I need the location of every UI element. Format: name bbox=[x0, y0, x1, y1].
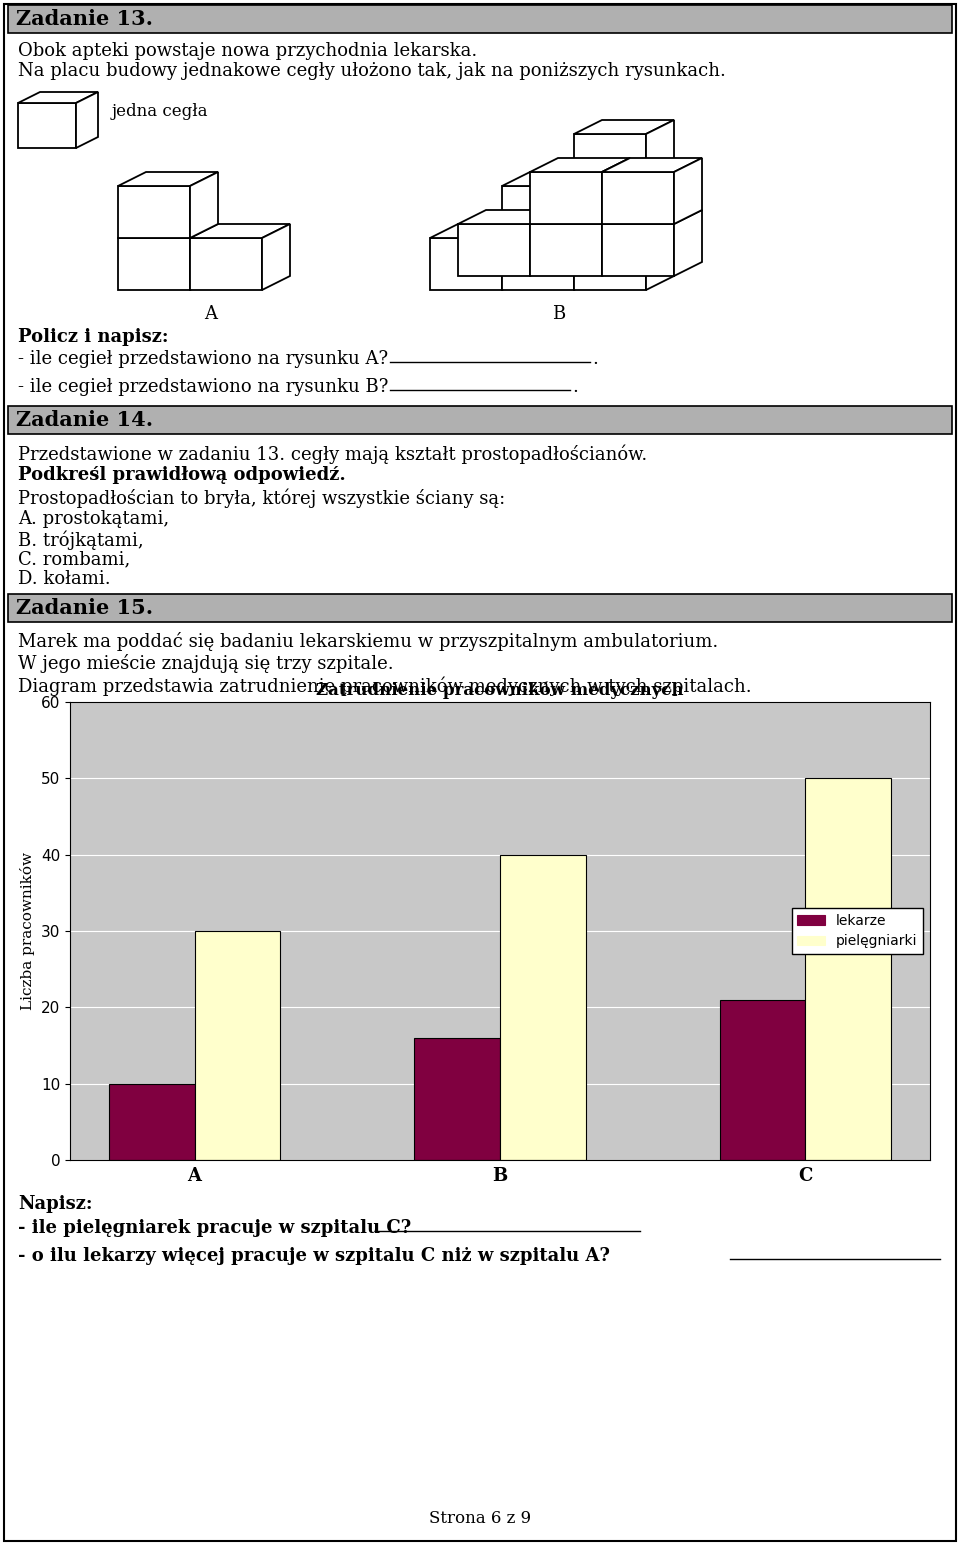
Polygon shape bbox=[574, 185, 646, 238]
Y-axis label: Liczba pracowników: Liczba pracowników bbox=[20, 851, 36, 1010]
Text: jedna cegła: jedna cegła bbox=[112, 104, 208, 121]
Polygon shape bbox=[574, 171, 602, 238]
Polygon shape bbox=[190, 224, 290, 238]
Text: Diagram przedstawia zatrudnienie pracowników medycznych w tych szpitalach.: Diagram przedstawia zatrudnienie pracown… bbox=[18, 677, 752, 695]
Polygon shape bbox=[458, 224, 530, 277]
Text: .: . bbox=[592, 351, 598, 368]
Polygon shape bbox=[18, 104, 76, 148]
Polygon shape bbox=[574, 238, 646, 290]
Text: .: . bbox=[572, 379, 578, 396]
Polygon shape bbox=[674, 210, 702, 277]
FancyBboxPatch shape bbox=[8, 593, 952, 623]
Polygon shape bbox=[602, 224, 674, 277]
Polygon shape bbox=[118, 224, 218, 238]
Polygon shape bbox=[602, 171, 674, 224]
Polygon shape bbox=[574, 171, 674, 185]
Text: B. trójkątami,: B. trójkątami, bbox=[18, 530, 144, 550]
Polygon shape bbox=[190, 171, 218, 238]
Text: Na placu budowy jednakowe cegły ułożono tak, jak na poniższych rysunkach.: Na placu budowy jednakowe cegły ułożono … bbox=[18, 62, 726, 80]
Title: Zatrudnienie pracowników medycznych: Zatrudnienie pracowników medycznych bbox=[316, 681, 684, 698]
Bar bbox=[805, 779, 891, 1160]
Polygon shape bbox=[530, 224, 602, 277]
Polygon shape bbox=[646, 121, 674, 185]
Polygon shape bbox=[502, 224, 530, 290]
Text: Strona 6 z 9: Strona 6 z 9 bbox=[429, 1509, 531, 1526]
Text: B: B bbox=[552, 304, 565, 323]
Polygon shape bbox=[190, 224, 218, 290]
Text: - ile pielęgniarek pracuje w szpitalu C?: - ile pielęgniarek pracuje w szpitalu C? bbox=[18, 1219, 418, 1238]
FancyBboxPatch shape bbox=[8, 406, 952, 434]
Polygon shape bbox=[602, 158, 702, 171]
Bar bbox=[195, 932, 280, 1160]
Polygon shape bbox=[502, 171, 602, 185]
Text: Prostopadłościan to bryła, której wszystkie ściany są:: Prostopadłościan to bryła, której wszyst… bbox=[18, 488, 505, 507]
Polygon shape bbox=[574, 224, 602, 290]
Text: Zadanie 13.: Zadanie 13. bbox=[16, 9, 153, 29]
Polygon shape bbox=[430, 224, 530, 238]
Text: C. rombami,: C. rombami, bbox=[18, 550, 131, 569]
Polygon shape bbox=[118, 171, 218, 185]
Text: Marek ma poddać się badaniu lekarskiemu w przyszpitalnym ambulatorium.: Marek ma poddać się badaniu lekarskiemu … bbox=[18, 632, 718, 650]
Polygon shape bbox=[602, 210, 702, 224]
Polygon shape bbox=[530, 210, 630, 224]
Polygon shape bbox=[502, 238, 574, 290]
Polygon shape bbox=[530, 171, 602, 224]
Polygon shape bbox=[458, 210, 558, 224]
Polygon shape bbox=[674, 158, 702, 224]
Legend: lekarze, pielęgniarki: lekarze, pielęgniarki bbox=[792, 908, 924, 953]
Polygon shape bbox=[430, 238, 502, 290]
Polygon shape bbox=[602, 158, 630, 224]
Text: A: A bbox=[204, 304, 217, 323]
Polygon shape bbox=[502, 224, 602, 238]
Polygon shape bbox=[530, 158, 630, 171]
Polygon shape bbox=[530, 210, 558, 277]
Bar bbox=[500, 854, 586, 1160]
Polygon shape bbox=[18, 93, 98, 104]
Bar bbox=[109, 1083, 195, 1160]
Text: - ile cegieł przedstawiono na rysunku B?: - ile cegieł przedstawiono na rysunku B? bbox=[18, 379, 395, 396]
Text: Podkreśl prawidłową odpowiedź.: Podkreśl prawidłową odpowiedź. bbox=[18, 467, 346, 484]
Bar bbox=[720, 1000, 805, 1160]
Polygon shape bbox=[118, 238, 190, 290]
FancyBboxPatch shape bbox=[8, 5, 952, 32]
Polygon shape bbox=[502, 185, 574, 238]
Text: Przedstawione w zadaniu 13. cegły mają kształt prostopadłościanów.: Przedstawione w zadaniu 13. cegły mają k… bbox=[18, 443, 647, 464]
Polygon shape bbox=[574, 134, 646, 185]
Text: Napisz:: Napisz: bbox=[18, 1194, 92, 1213]
Text: D. kołami.: D. kołami. bbox=[18, 570, 110, 589]
Bar bbox=[415, 1038, 500, 1160]
Polygon shape bbox=[76, 93, 98, 148]
Polygon shape bbox=[602, 210, 630, 277]
FancyBboxPatch shape bbox=[4, 5, 956, 1540]
Text: Obok apteki powstaje nowa przychodnia lekarska.: Obok apteki powstaje nowa przychodnia le… bbox=[18, 42, 477, 60]
Text: - o ilu lekarzy więcej pracuje w szpitalu C niż w szpitalu A?: - o ilu lekarzy więcej pracuje w szpital… bbox=[18, 1247, 610, 1265]
Text: W jego mieście znajdują się trzy szpitale.: W jego mieście znajdują się trzy szpital… bbox=[18, 654, 394, 674]
Polygon shape bbox=[262, 224, 290, 290]
Text: - ile cegieł przedstawiono na rysunku A?: - ile cegieł przedstawiono na rysunku A? bbox=[18, 351, 394, 368]
Polygon shape bbox=[118, 185, 190, 238]
Polygon shape bbox=[574, 224, 674, 238]
Polygon shape bbox=[646, 171, 674, 238]
Polygon shape bbox=[190, 238, 262, 290]
Text: Zadanie 15.: Zadanie 15. bbox=[16, 598, 154, 618]
Text: A. prostokątami,: A. prostokątami, bbox=[18, 510, 169, 528]
Polygon shape bbox=[574, 121, 674, 134]
Text: Zadanie 14.: Zadanie 14. bbox=[16, 409, 154, 430]
Polygon shape bbox=[646, 224, 674, 290]
Text: Policz i napisz:: Policz i napisz: bbox=[18, 328, 169, 346]
